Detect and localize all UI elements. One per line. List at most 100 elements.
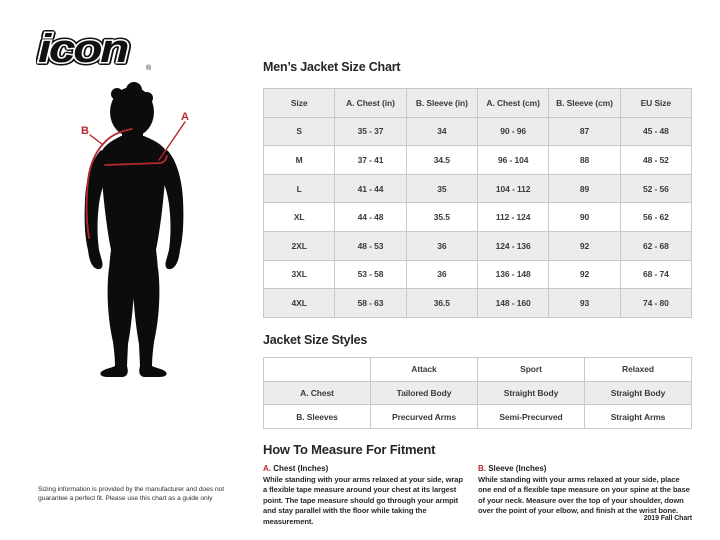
value-cell: 62 - 68 bbox=[619, 230, 693, 261]
value-cell: 68 - 74 bbox=[619, 259, 693, 290]
column-header: Size bbox=[262, 88, 336, 118]
row-header: B. Sleeves bbox=[263, 404, 371, 430]
value-cell: 53 - 58 bbox=[334, 259, 407, 290]
logo-gap-text: icon bbox=[38, 28, 128, 71]
measure-label-text: Chest (Inches) bbox=[271, 464, 329, 473]
measure-item-sleeve-text: While standing with your arms relaxed at… bbox=[478, 475, 690, 516]
value-cell: 35 - 37 bbox=[334, 116, 407, 147]
measure-label-text: Sleeve (Inches) bbox=[486, 464, 547, 473]
value-cell: 112 - 124 bbox=[476, 202, 550, 232]
table-row: B. Sleeves Precurved Arms Semi-Precurved… bbox=[263, 404, 692, 430]
chest-measure-line bbox=[104, 155, 168, 166]
size-cell: 3XL bbox=[262, 259, 336, 290]
measure-item-sleeve: B. Sleeve (Inches) While standing with y… bbox=[478, 464, 693, 517]
value-cell: 45 - 48 bbox=[619, 116, 693, 147]
table-row: XL 44 - 48 35.5 112 - 124 90 56 - 62 bbox=[262, 202, 693, 232]
value-cell: 48 - 53 bbox=[334, 230, 407, 261]
value-cell: 58 - 63 bbox=[334, 288, 407, 318]
value-cell: Precurved Arms bbox=[370, 404, 478, 430]
measure-section-title: How To Measure For Fitment bbox=[263, 442, 436, 457]
size-cell: 4XL bbox=[262, 288, 336, 318]
column-header: B. Sleeve (cm) bbox=[548, 88, 621, 118]
value-cell: 93 bbox=[548, 288, 621, 318]
column-header: Relaxed bbox=[584, 357, 692, 382]
size-cell: L bbox=[262, 173, 336, 204]
sleeve-measure-line bbox=[85, 128, 133, 239]
value-cell: 87 bbox=[548, 116, 621, 147]
style-chart-table: Attack Sport Relaxed A. Chest Tailored B… bbox=[263, 357, 692, 430]
table-row: A. Chest Tailored Body Straight Body Str… bbox=[263, 380, 692, 406]
column-header: Attack bbox=[370, 357, 478, 382]
measure-item-chest: A. Chest (Inches) While standing with yo… bbox=[263, 464, 465, 527]
row-header: A. Chest bbox=[263, 380, 371, 406]
style-chart-header-row: Attack Sport Relaxed bbox=[263, 357, 692, 382]
chart-version: 2019 Fall Chart bbox=[643, 515, 692, 522]
value-cell: 90 bbox=[548, 202, 621, 232]
value-cell: 37 - 41 bbox=[334, 145, 407, 175]
value-cell: 34.5 bbox=[405, 145, 478, 175]
value-cell: 88 bbox=[548, 145, 621, 175]
table-row: 4XL 58 - 63 36.5 148 - 160 93 74 - 80 bbox=[262, 288, 693, 318]
column-header: Sport bbox=[477, 357, 585, 382]
value-cell: 96 - 104 bbox=[476, 145, 550, 175]
table-row: M 37 - 41 34.5 96 - 104 88 48 - 52 bbox=[262, 145, 693, 175]
value-cell: 136 - 148 bbox=[476, 259, 550, 290]
sizing-disclaimer: Sizing information is provided by the ma… bbox=[38, 486, 225, 502]
label-a-leader-line bbox=[158, 121, 186, 161]
measure-letter-a: A. bbox=[263, 464, 271, 473]
chest-measure-label: A bbox=[181, 111, 189, 123]
style-chart-title: Jacket Size Styles bbox=[263, 333, 368, 347]
value-cell: Straight Body bbox=[584, 380, 692, 406]
label-b-leader-line bbox=[89, 134, 103, 145]
registered-trademark: ® bbox=[146, 64, 152, 72]
measurement-lines bbox=[85, 121, 186, 239]
value-cell: 74 - 80 bbox=[619, 288, 693, 318]
size-chart-header-row: Size A. Chest (in) B. Sleeve (in) A. Che… bbox=[262, 88, 693, 118]
size-cell: S bbox=[262, 116, 336, 147]
value-cell: Straight Arms bbox=[584, 404, 692, 430]
column-header: EU Size bbox=[619, 88, 693, 118]
size-cell: XL bbox=[262, 202, 336, 232]
size-chart-title: Men’s Jacket Size Chart bbox=[263, 60, 401, 74]
column-header: B. Sleeve (in) bbox=[405, 88, 478, 118]
value-cell: 44 - 48 bbox=[334, 202, 407, 232]
value-cell: 34 bbox=[405, 116, 478, 147]
table-row: 3XL 53 - 58 36 136 - 148 92 68 - 74 bbox=[262, 259, 693, 290]
table-row: S 35 - 37 34 90 - 96 87 45 - 48 bbox=[262, 116, 693, 147]
table-row: L 41 - 44 35 104 - 112 89 52 - 56 bbox=[262, 173, 693, 204]
value-cell: 36 bbox=[405, 259, 478, 290]
table-row: 2XL 48 - 53 36 124 - 136 92 62 - 68 bbox=[262, 230, 693, 261]
icon-logo: icon icon icon ® bbox=[36, 28, 152, 74]
value-cell: 90 - 96 bbox=[476, 116, 550, 147]
value-cell: 41 - 44 bbox=[334, 173, 407, 204]
value-cell: 92 bbox=[548, 230, 621, 261]
value-cell: 52 - 56 bbox=[619, 173, 693, 204]
measure-item-chest-label: A. Chest (Inches) bbox=[263, 464, 465, 473]
value-cell: 35 bbox=[405, 173, 478, 204]
column-header: A. Chest (cm) bbox=[476, 88, 550, 118]
value-cell: 36 bbox=[405, 230, 478, 261]
column-header: A. Chest (in) bbox=[334, 88, 407, 118]
measure-item-chest-text: While standing with your arms relaxed at… bbox=[263, 475, 463, 526]
value-cell: 148 - 160 bbox=[476, 288, 550, 318]
size-chart-table: Size A. Chest (in) B. Sleeve (in) A. Che… bbox=[262, 88, 693, 318]
value-cell: 104 - 112 bbox=[476, 173, 550, 204]
blank-cell bbox=[263, 357, 371, 382]
value-cell: Tailored Body bbox=[370, 380, 478, 406]
body-silhouette-diagram: A B bbox=[81, 82, 189, 377]
measure-letter-b: B. bbox=[478, 464, 486, 473]
value-cell: 92 bbox=[548, 259, 621, 290]
value-cell: 124 - 136 bbox=[476, 230, 550, 261]
measure-item-sleeve-label: B. Sleeve (Inches) bbox=[478, 464, 693, 473]
value-cell: 48 - 52 bbox=[619, 145, 693, 175]
value-cell: 35.5 bbox=[405, 202, 478, 232]
value-cell: Semi-Precurved bbox=[477, 404, 585, 430]
silhouette-figure bbox=[84, 82, 184, 377]
value-cell: 89 bbox=[548, 173, 621, 204]
value-cell: 36.5 bbox=[405, 288, 478, 318]
value-cell: Straight Body bbox=[477, 380, 585, 406]
sleeve-measure-label: B bbox=[81, 125, 89, 137]
logo-fill-text: icon bbox=[38, 28, 128, 71]
logo-outline-text: icon bbox=[38, 28, 128, 71]
